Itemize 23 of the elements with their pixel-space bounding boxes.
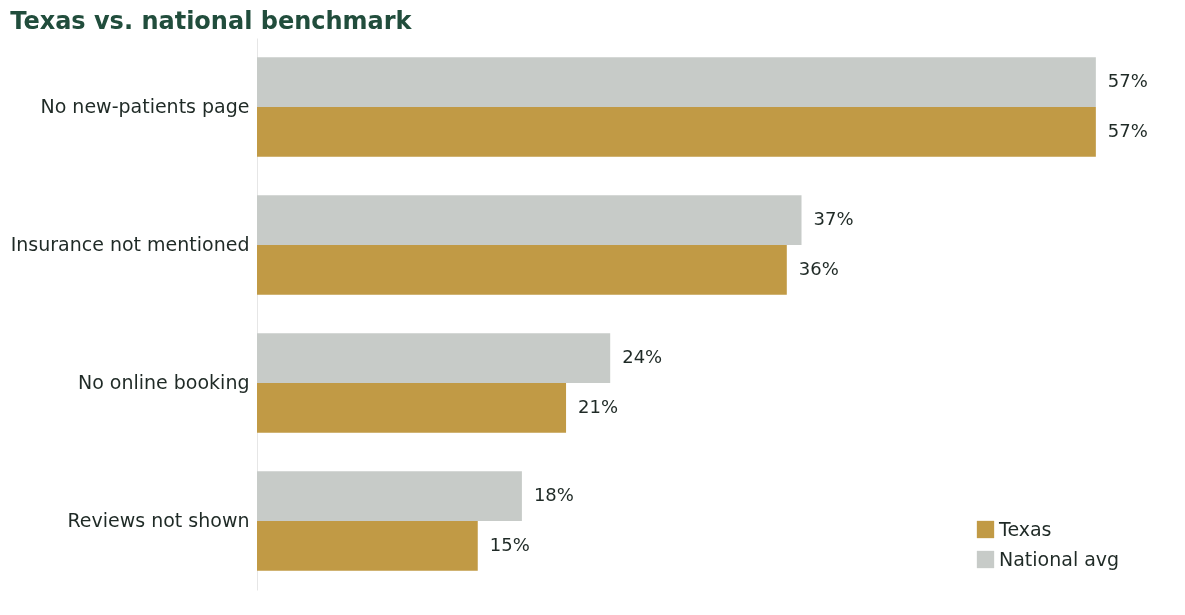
data-label: 57% — [1107, 70, 1148, 92]
bar — [257, 57, 1096, 107]
data-label: 18% — [533, 484, 574, 506]
bar — [257, 333, 611, 383]
legend-label: Texas — [998, 517, 1052, 540]
y-tick-label: Insurance not mentioned — [10, 233, 250, 255]
data-label: 15% — [489, 533, 530, 555]
data-label: 37% — [813, 208, 854, 230]
bar — [257, 245, 787, 295]
data-label: 36% — [798, 257, 839, 279]
bar — [257, 107, 1096, 157]
bar — [257, 195, 802, 245]
bar — [257, 383, 567, 433]
data-label: 21% — [578, 395, 619, 417]
y-tick-label: Reviews not shown — [67, 509, 250, 531]
bar — [257, 521, 478, 571]
data-label: 57% — [1107, 119, 1148, 141]
bar — [257, 471, 522, 521]
data-label: 24% — [622, 346, 663, 368]
y-tick-label: No new-patients page — [40, 95, 250, 117]
legend-label: National avg — [999, 547, 1120, 570]
chart-title: Texas vs. national benchmark — [10, 7, 413, 35]
y-tick-label: No online booking — [77, 371, 250, 393]
